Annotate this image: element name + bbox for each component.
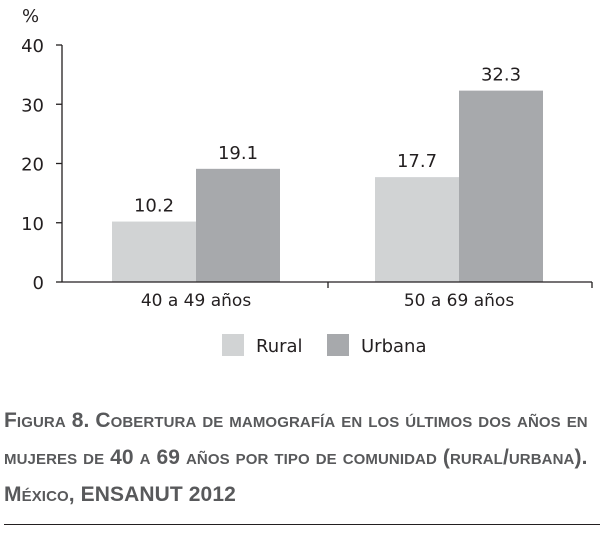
bar-chart: % 0 10 20 30 40 10.2 17.7 19.1 32.3 40 a 49 años 50… xyxy=(21,6,593,357)
x-category-label: 40 a 49 años xyxy=(141,291,251,311)
y-unit-label: % xyxy=(22,6,39,27)
legend-label-rural: Rural xyxy=(256,336,303,357)
bar-value-label: 19.1 xyxy=(218,143,258,164)
bar-urbana xyxy=(459,90,543,282)
legend-swatch-rural xyxy=(222,334,244,356)
figure-caption: Figura 8. Cobertura de mamografía en los… xyxy=(4,409,588,506)
bar-rural xyxy=(375,177,459,282)
bar-value-label: 32.3 xyxy=(481,65,521,86)
y-tick-label: 30 xyxy=(21,95,44,116)
legend-swatch-urbana xyxy=(327,334,349,356)
x-category-label: 50 a 69 años xyxy=(404,291,514,311)
bar-rural xyxy=(112,221,196,282)
bar-urbana xyxy=(196,168,280,282)
bottom-rule xyxy=(4,524,600,525)
y-tick-label: 10 xyxy=(21,214,44,235)
legend-label-urbana: Urbana xyxy=(361,336,426,357)
y-tick-label: 40 xyxy=(21,36,44,57)
y-tick-label: 20 xyxy=(21,155,44,176)
bar-value-label: 10.2 xyxy=(134,196,174,217)
bar-value-label: 17.7 xyxy=(397,151,437,172)
y-tick-label: 0 xyxy=(33,273,44,294)
